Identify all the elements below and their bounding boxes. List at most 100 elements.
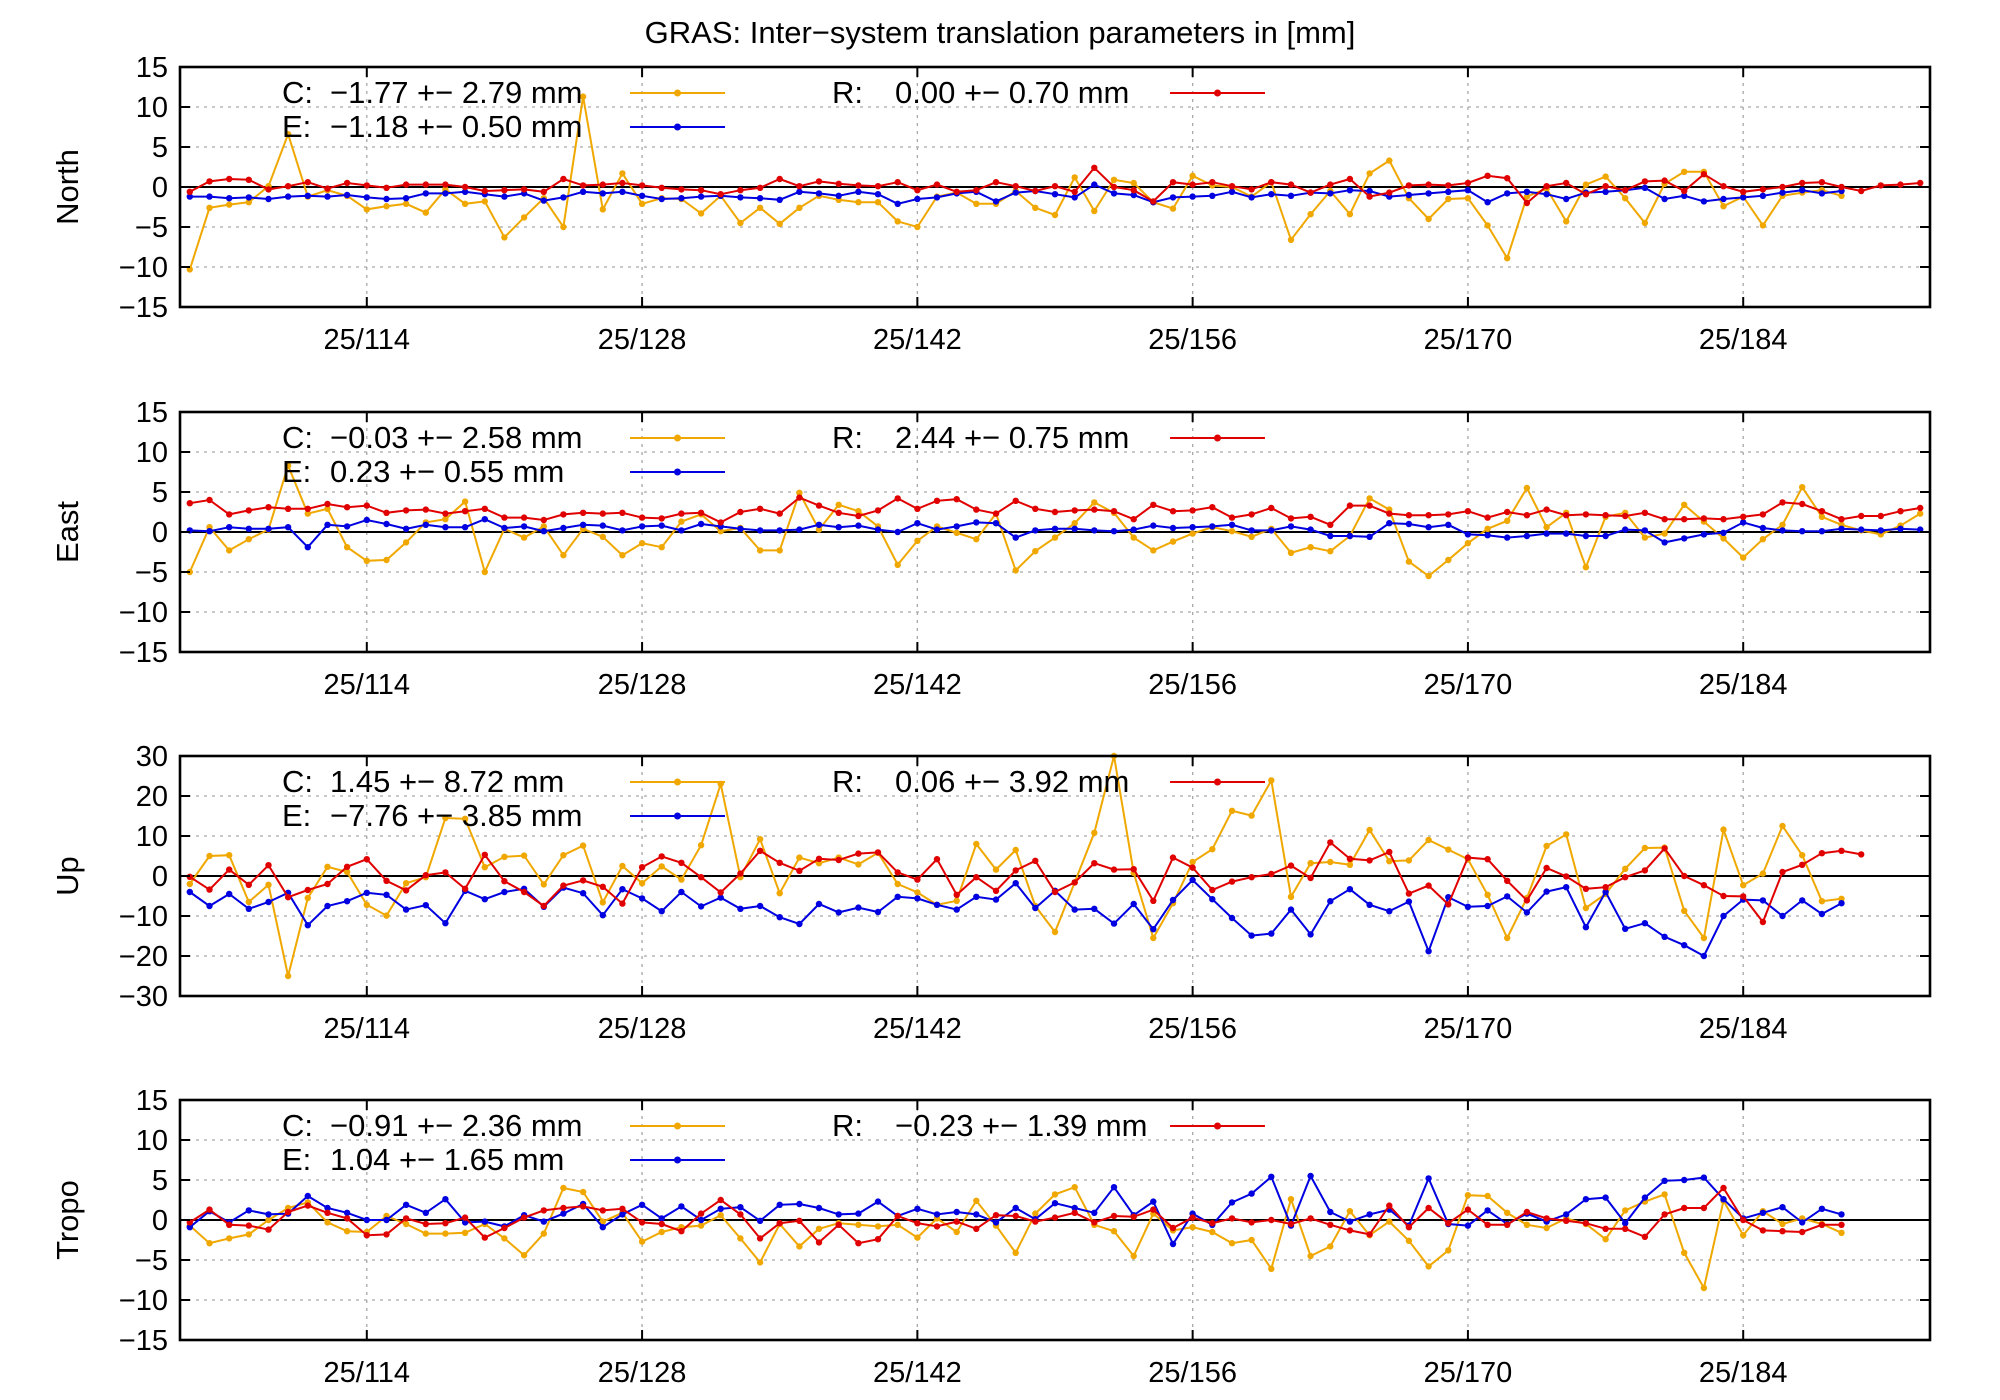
data-point (1759, 186, 1767, 193)
data-point (1523, 909, 1531, 916)
data-point (579, 93, 587, 100)
data-point (1071, 520, 1078, 527)
data-point (343, 1209, 351, 1217)
legend-prefix: E: (282, 454, 311, 489)
data-point (1700, 934, 1708, 942)
data-point (1602, 1194, 1609, 1201)
data-point (245, 507, 252, 514)
data-point (1110, 1212, 1118, 1220)
data-point (796, 1200, 803, 1208)
data-point (1897, 508, 1904, 515)
data-point (855, 522, 862, 529)
data-point (1877, 527, 1885, 534)
y-tick-label: 30 (136, 741, 168, 773)
data-point (363, 182, 370, 189)
legend-item-r: R: −0.23 +− 1.39 mm (832, 1108, 1265, 1143)
legend-tropo: C: −0.91 +− 2.36 mm E: 1.04 +− 1.65 mm R: −0.… (282, 1108, 1265, 1177)
data-point (1740, 893, 1747, 900)
data-point (383, 1216, 390, 1224)
data-point (1582, 564, 1590, 571)
data-point (1464, 1222, 1472, 1229)
x-tick-label: 25/142 (873, 669, 962, 701)
data-point (1700, 882, 1708, 889)
data-point (599, 1218, 606, 1225)
data-point (1779, 822, 1786, 830)
y-tick-label: −20 (119, 941, 168, 973)
data-point (383, 195, 390, 203)
data-point (461, 524, 469, 531)
data-point (343, 544, 351, 551)
data-point (1032, 204, 1039, 211)
data-point (1248, 874, 1255, 881)
data-point (1307, 1252, 1314, 1260)
data-point (874, 526, 882, 533)
data-point (1602, 888, 1609, 896)
y-tick-label: −15 (119, 292, 168, 324)
data-point (835, 909, 842, 916)
data-point (1327, 1243, 1334, 1250)
data-point (1917, 504, 1924, 512)
data-point (796, 489, 803, 496)
data-point (520, 214, 528, 221)
data-point (1818, 179, 1826, 186)
data-point (855, 199, 862, 206)
data-point (1622, 187, 1629, 194)
data-point (324, 193, 331, 200)
series-r-up (186, 839, 1865, 926)
data-point (245, 1231, 252, 1238)
data-point (402, 1201, 410, 1209)
data-point (697, 187, 705, 194)
data-point (697, 509, 705, 516)
data-point (226, 201, 233, 208)
data-point (1268, 504, 1275, 512)
data-point (186, 1224, 193, 1231)
data-point (383, 912, 390, 919)
data-point (894, 179, 901, 186)
y-tick-label: 5 (152, 132, 168, 164)
data-point (1641, 219, 1649, 227)
data-point (1681, 535, 1688, 542)
data-point (1091, 829, 1098, 836)
data-point (756, 847, 764, 854)
data-point (1366, 857, 1373, 864)
data-point (874, 183, 882, 190)
data-point (363, 557, 370, 564)
data-point (717, 519, 724, 526)
data-point (206, 528, 213, 535)
data-point (461, 188, 469, 195)
legend-prefix: C: (282, 420, 313, 455)
legend-item-c: C: 1.45 +− 8.72 mm (282, 764, 725, 799)
data-point (1248, 527, 1255, 534)
data-point (678, 510, 685, 517)
data-point (1720, 1184, 1727, 1192)
data-point (245, 536, 252, 543)
panel-tropo: 15 10 5 0 −5 −10 −15 25/114 25/128 25/142 25/156 25… (50, 1085, 1932, 1389)
data-point (540, 1230, 547, 1237)
data-point (579, 1188, 587, 1196)
data-point (1268, 777, 1275, 784)
data-point (1169, 1224, 1177, 1232)
data-point (737, 187, 744, 194)
data-point (1543, 530, 1550, 537)
data-point (186, 880, 193, 888)
data-point (678, 876, 685, 883)
data-point (855, 861, 862, 868)
data-point (1425, 215, 1432, 223)
data-point (1130, 187, 1137, 194)
legend-swatch-point (1214, 778, 1221, 786)
data-point (835, 524, 842, 531)
data-point (855, 850, 862, 857)
data-point (1386, 848, 1393, 856)
data-point (1248, 812, 1255, 819)
data-point (1425, 1263, 1432, 1270)
data-point (206, 852, 213, 860)
data-point (304, 886, 311, 894)
legend-prefix: R: (832, 1108, 863, 1143)
y-tick-label: −10 (119, 901, 168, 933)
data-point (363, 516, 370, 524)
data-point (1327, 548, 1334, 555)
data-point (1720, 195, 1727, 203)
data-point (914, 1220, 921, 1227)
data-point (1504, 877, 1511, 884)
data-point (1582, 181, 1590, 188)
